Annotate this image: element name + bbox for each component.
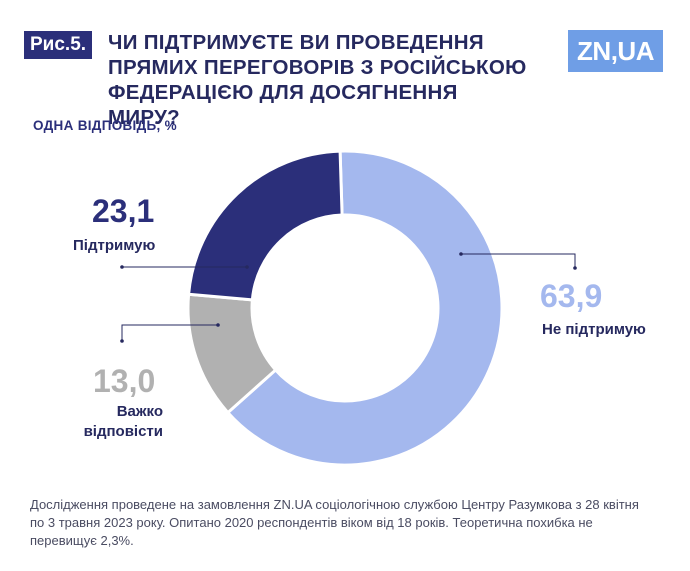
figure-label: Рис.5.	[24, 31, 93, 59]
value-label-hard-to-say: 13,0	[93, 363, 156, 399]
leader-line-hard-to-say-dot	[120, 339, 124, 343]
leader-line-not-support-dot	[459, 252, 463, 256]
leader-line-not-support-dot	[573, 266, 577, 270]
zn-ua-logo: ZN,UA	[568, 30, 663, 72]
leader-line-not-support	[461, 253, 576, 268]
value-label-not-support: 63,9	[540, 278, 603, 314]
chart-title: ЧИ ПІДТРИМУЄТЕ ВИ ПРОВЕДЕННЯ ПРЯМИХ ПЕРЕ…	[108, 31, 527, 129]
chart-subtitle: ОДНА ВІДПОВІДЬ, %	[33, 118, 177, 133]
leader-line-hard-to-say	[121, 324, 218, 341]
value-label-support: 23,1	[92, 193, 155, 229]
category-label-support: Підтримую	[73, 237, 156, 254]
slice-not-support	[225, 149, 504, 467]
category-label-not-support: Не підтримую	[542, 321, 646, 338]
leader-line-hard-to-say-dot	[216, 323, 220, 327]
category-label-hard-to-say: Важко відповісти	[83, 403, 163, 440]
footnote: Дослідження проведене на замовлення ZN.U…	[30, 497, 639, 548]
slice-support	[186, 149, 344, 302]
leader-line-support-dot	[120, 265, 124, 269]
leader-line-support-dot	[245, 265, 249, 269]
